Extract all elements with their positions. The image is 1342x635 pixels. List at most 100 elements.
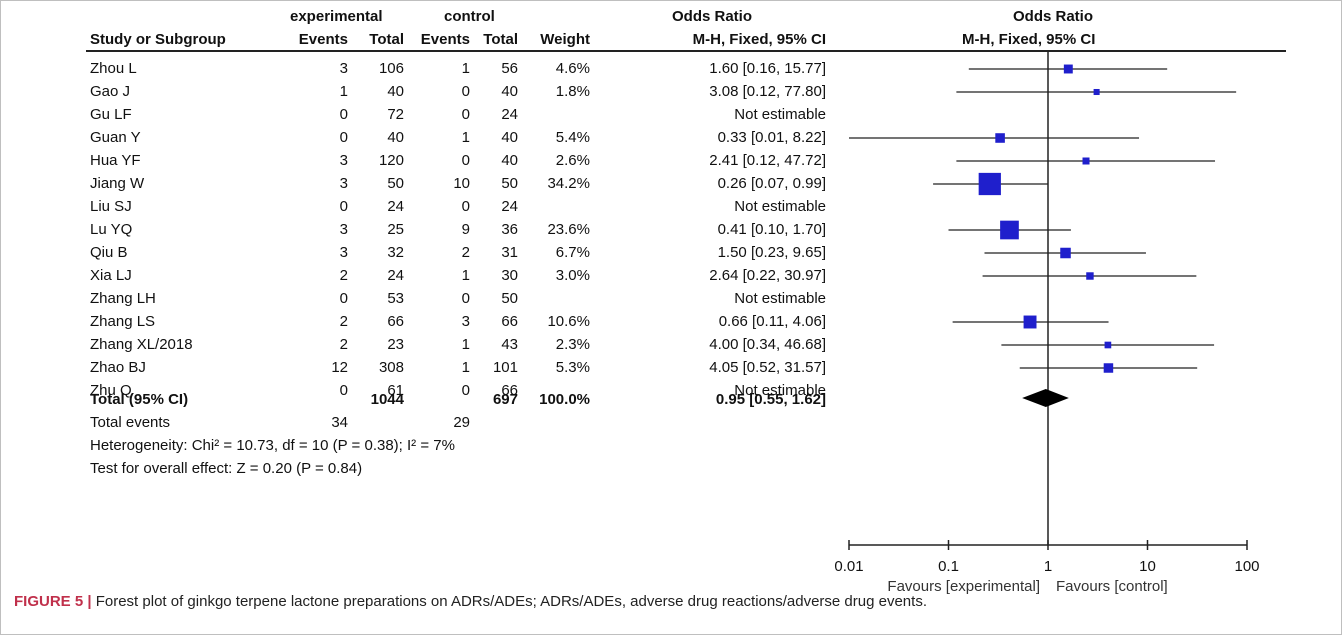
total-control: 101 (492, 359, 518, 376)
total-control: 24 (501, 198, 518, 215)
events-experimental: 0 (339, 382, 348, 399)
x-tick-label: 1 (1044, 558, 1052, 575)
events-experimental: 3 (339, 175, 348, 192)
header-total-control: Total (483, 31, 518, 48)
favours-control-label: Favours [control] (1056, 578, 1168, 595)
events-control: 1 (461, 359, 470, 376)
study-marker (1086, 272, 1094, 280)
total-events-control: 29 (453, 414, 470, 431)
total-label: Total (95% CI) (90, 391, 189, 408)
total-events-label: Total events (90, 414, 171, 431)
weight: 1.8% (555, 83, 590, 100)
odds-ratio-ci: 0.33 [0.01, 8.22] (717, 129, 826, 146)
total-experimental: 120 (378, 152, 404, 169)
figure-caption: FIGURE 5 | Forest plot of ginkgo terpene… (14, 593, 927, 610)
odds-ratio-ci: 4.05 [0.52, 31.57] (709, 359, 826, 376)
events-control: 0 (461, 83, 470, 100)
weight: 10.6% (547, 313, 590, 330)
x-tick-label: 100 (1234, 558, 1259, 575)
total-weight: 100.0% (539, 391, 590, 408)
total-control: 66 (501, 313, 518, 330)
total-control: 56 (501, 60, 518, 77)
odds-ratio-ci: Not estimable (734, 198, 826, 215)
total-experimental: 66 (387, 313, 404, 330)
study-marker (1104, 341, 1112, 349)
weight: 3.0% (555, 267, 590, 284)
header-total-experimental: Total (369, 31, 404, 48)
total-experimental: 1044 (370, 391, 404, 408)
odds-ratio-ci: Not estimable (734, 382, 826, 399)
weight: 2.6% (555, 152, 590, 169)
weight: 6.7% (555, 244, 590, 261)
total-experimental: 25 (387, 221, 404, 238)
study-name: Hua YF (90, 152, 141, 169)
events-control: 10 (453, 175, 470, 192)
study-name: Qiu B (90, 244, 128, 261)
total-experimental: 24 (387, 198, 404, 215)
total-control: 697 (492, 391, 518, 408)
events-experimental: 0 (339, 129, 348, 146)
events-experimental: 12 (331, 359, 348, 376)
total-control: 31 (501, 244, 518, 261)
odds-ratio-ci: 3.08 [0.12, 77.80] (709, 83, 826, 100)
weight: 2.3% (555, 336, 590, 353)
events-control: 0 (461, 198, 470, 215)
study-marker (1082, 157, 1090, 165)
total-experimental: 40 (387, 83, 404, 100)
total-control: 66 (501, 382, 518, 399)
header-method-right: M-H, Fixed, 95% CI (962, 31, 1096, 48)
events-experimental: 2 (339, 313, 348, 330)
study-marker (978, 172, 1001, 196)
total-experimental: 50 (387, 175, 404, 192)
total-control: 24 (501, 106, 518, 123)
pooled-diamond (1022, 389, 1069, 407)
events-experimental: 3 (339, 60, 348, 77)
odds-ratio-ci: 4.00 [0.34, 46.68] (709, 336, 826, 353)
study-marker (995, 133, 1005, 143)
total-control: 40 (501, 152, 518, 169)
odds-ratio-ci: 0.66 [0.11, 4.06] (718, 313, 826, 330)
events-control: 1 (461, 60, 470, 77)
study-name: Liu SJ (90, 198, 132, 215)
x-tick-label: 10 (1139, 558, 1156, 575)
weight: 4.6% (555, 60, 590, 77)
study-name: Lu YQ (90, 221, 133, 238)
total-control: 50 (501, 175, 518, 192)
odds-ratio-ci: 2.64 [0.22, 30.97] (709, 267, 826, 284)
study-name: Gao J (90, 83, 131, 100)
total-experimental: 61 (387, 382, 404, 399)
caption-text: Forest plot of ginkgo terpene lactone pr… (91, 593, 927, 610)
events-control: 3 (461, 313, 470, 330)
odds-ratio-ci: 0.26 [0.07, 0.99] (717, 175, 826, 192)
total-control: 36 (501, 221, 518, 238)
total-control: 40 (501, 129, 518, 146)
study-name: Zhang LS (90, 313, 156, 330)
study-name: Zhao BJ (90, 359, 146, 376)
total-experimental: 32 (387, 244, 404, 261)
total-control: 40 (501, 83, 518, 100)
events-control: 9 (461, 221, 470, 238)
total-ci: 0.95 [0.55, 1.62] (715, 391, 826, 408)
header-rule (86, 50, 1286, 52)
odds-ratio-ci: Not estimable (734, 290, 826, 307)
odds-ratio-ci: 0.41 [0.10, 1.70] (717, 221, 826, 238)
study-name: Xia LJ (90, 267, 132, 284)
total-experimental: 24 (387, 267, 404, 284)
total-experimental: 72 (387, 106, 404, 123)
total-experimental: 308 (378, 359, 404, 376)
header-events-experimental: Events (298, 31, 348, 48)
header-events-control: Events (420, 31, 470, 48)
odds-ratio-ci: 1.50 [0.23, 9.65] (717, 244, 826, 261)
events-experimental: 3 (339, 221, 348, 238)
events-control: 1 (461, 267, 470, 284)
events-experimental: 2 (339, 336, 348, 353)
study-marker (1093, 88, 1100, 96)
odds-ratio-ci: 1.60 [0.16, 15.77] (709, 60, 826, 77)
study-name: Zhu Q (90, 382, 132, 399)
events-control: 0 (461, 382, 470, 399)
events-experimental: 2 (339, 267, 348, 284)
weight: 23.6% (547, 221, 590, 238)
header-control: control (444, 8, 495, 25)
total-control: 50 (501, 290, 518, 307)
header-method-left: M-H, Fixed, 95% CI (692, 31, 826, 48)
